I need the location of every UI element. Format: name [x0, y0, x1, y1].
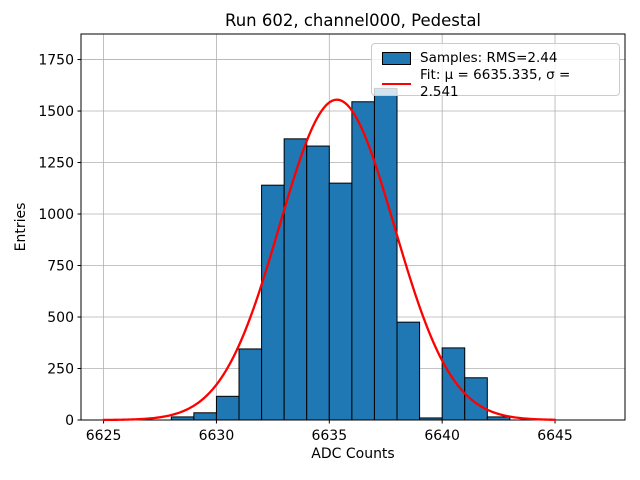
legend-fit-label: Fit: μ = 6635.335, σ = 2.541	[420, 66, 571, 100]
x-tick-label: 6640	[424, 428, 460, 444]
y-tick-label: 1250	[38, 156, 74, 172]
x-axis-label: ADC Counts	[311, 446, 395, 462]
fit-curve	[102, 98, 557, 422]
histogram-bar	[306, 145, 330, 421]
histogram-swatch-icon	[382, 51, 411, 65]
histogram-bar	[396, 321, 421, 421]
y-tick-label: 750	[47, 259, 74, 275]
y-tick-label: 500	[47, 310, 74, 326]
legend-item-samples: Samples: RMS=2.44	[382, 50, 609, 67]
histogram-bar	[464, 377, 488, 421]
y-tick-label: 250	[47, 362, 74, 378]
histogram-bar	[441, 347, 466, 421]
histogram-bar	[193, 412, 217, 421]
chart-title: Run 602, channel000, Pedestal	[224, 11, 482, 30]
legend: Samples: RMS=2.44 Fit: μ = 6635.335, σ =…	[371, 43, 620, 100]
legend-item-fit: Fit: μ = 6635.335, σ = 2.541	[382, 67, 609, 101]
x-tick-label: 6645	[537, 428, 573, 444]
x-tick-label: 6625	[86, 428, 122, 444]
histogram-bar	[215, 395, 240, 421]
histogram-bar	[283, 138, 308, 421]
fit-line-swatch-icon	[382, 82, 411, 85]
y-tick-label: 1500	[38, 104, 74, 120]
y-axis-label: Entries	[13, 202, 29, 252]
axes-frame	[80, 33, 626, 421]
x-tick-label: 6630	[199, 428, 235, 444]
y-tick-label: 1750	[38, 53, 74, 69]
histogram-bar	[238, 348, 263, 421]
x-tick-label: 6635	[311, 428, 347, 444]
legend-samples-label: Samples: RMS=2.44	[420, 50, 558, 66]
y-tick-label: 0	[65, 413, 74, 429]
histogram-bar	[373, 87, 398, 421]
histogram-bar	[328, 182, 353, 421]
y-tick-label: 1000	[38, 207, 74, 223]
